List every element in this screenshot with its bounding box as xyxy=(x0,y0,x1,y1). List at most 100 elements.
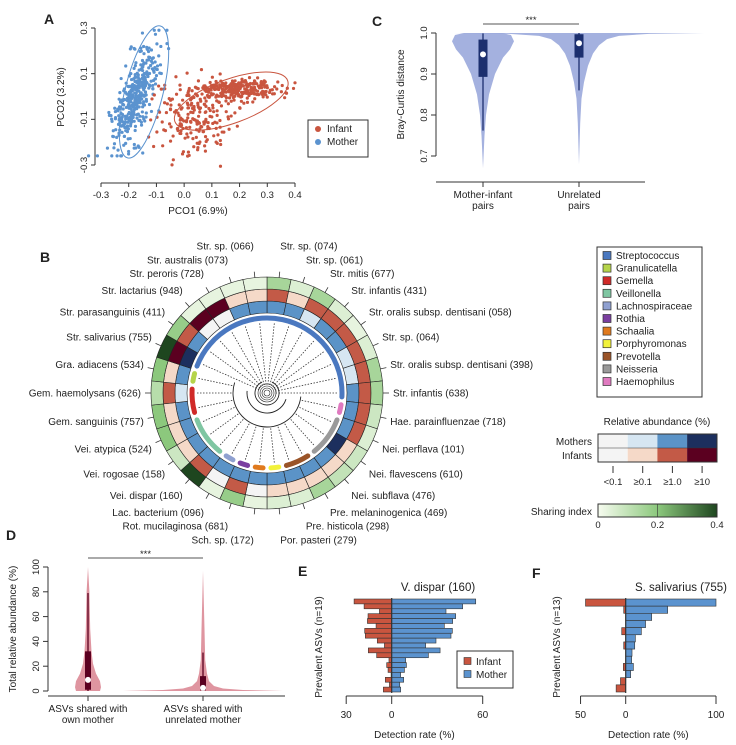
ring-cell-infant xyxy=(245,288,268,304)
point-mother xyxy=(129,45,133,49)
bar-mother xyxy=(625,613,653,621)
point-infant xyxy=(186,106,191,110)
point-mother xyxy=(110,154,114,158)
dendrogram-branch xyxy=(198,399,234,408)
point-mother xyxy=(149,79,153,83)
asv-label: Sch. sp. (172) xyxy=(192,536,254,547)
point-infant xyxy=(168,139,173,143)
point-infant xyxy=(190,101,194,105)
point-mother xyxy=(126,152,131,156)
significance-stars: *** xyxy=(140,549,151,560)
point-infant xyxy=(210,115,214,119)
asv-label: Str. sp. (074) xyxy=(280,241,337,252)
point-infant xyxy=(203,149,208,153)
y-tick-label: 1.0 xyxy=(419,26,430,39)
bar-mother xyxy=(391,603,463,610)
point-mother xyxy=(126,84,130,88)
bar-infant xyxy=(365,632,392,639)
point-mother xyxy=(158,71,162,75)
abundance-swatch xyxy=(627,434,658,448)
y-tick-label: 0.8 xyxy=(419,108,430,121)
point-infant xyxy=(150,97,154,101)
x-tick-label: 50 xyxy=(575,710,587,721)
legend-swatch-granulicatella xyxy=(602,263,612,273)
genus-legend-label: Gemella xyxy=(616,276,654,287)
point-mother xyxy=(122,103,126,107)
abundance-bin-label: ≥1.0 xyxy=(663,477,681,488)
bar-mother xyxy=(391,642,426,649)
label-tick xyxy=(147,416,154,419)
point-infant xyxy=(259,79,263,84)
label-tick xyxy=(380,367,387,370)
genus-legend-label: Schaalia xyxy=(616,327,655,338)
point-infant xyxy=(229,114,233,118)
point-infant xyxy=(185,132,189,136)
point-infant xyxy=(204,99,208,103)
label-tick xyxy=(155,439,162,443)
point-infant xyxy=(246,82,250,86)
point-mother xyxy=(115,154,119,158)
point-infant xyxy=(205,138,209,142)
bar-mother xyxy=(391,677,404,683)
bar-mother xyxy=(625,663,634,671)
point-infant xyxy=(196,79,201,83)
label-tick xyxy=(380,416,387,419)
point-infant xyxy=(264,93,268,97)
point-infant xyxy=(203,96,207,100)
point-mother xyxy=(113,109,118,114)
legend-label: Mother xyxy=(476,670,508,681)
point-mother xyxy=(153,82,158,86)
bar-infant xyxy=(386,662,393,668)
point-mother xyxy=(125,96,130,100)
point-mother xyxy=(129,94,133,98)
point-infant xyxy=(157,110,162,114)
point-mother xyxy=(148,55,152,60)
point-mother xyxy=(112,142,117,146)
point-infant xyxy=(264,89,268,94)
point-infant xyxy=(199,68,204,72)
point-mother xyxy=(142,61,146,65)
legend-swatch-streptococcus xyxy=(602,251,612,260)
point-infant xyxy=(171,134,175,138)
point-mother xyxy=(125,116,129,120)
point-infant xyxy=(291,86,296,91)
point-infant xyxy=(233,79,237,83)
y-tick-label: -0.3 xyxy=(79,157,90,173)
point-infant xyxy=(215,141,219,146)
point-mother xyxy=(113,106,117,110)
point-infant xyxy=(243,79,247,83)
ring-cell-infant xyxy=(358,381,372,405)
point-infant xyxy=(229,93,233,97)
point-mother xyxy=(136,99,140,103)
dendrogram-branch xyxy=(210,351,262,390)
point-infant xyxy=(201,130,205,134)
violin-box xyxy=(478,39,488,77)
point-mother xyxy=(109,113,113,118)
point-mother xyxy=(133,128,137,133)
bar-mother xyxy=(391,613,457,619)
point-mother xyxy=(147,83,152,87)
point-mother xyxy=(149,109,154,114)
bar-mother xyxy=(625,655,632,664)
point-infant xyxy=(199,124,203,129)
point-mother xyxy=(119,154,124,158)
asv-label: Str. mitis (677) xyxy=(330,269,394,280)
ring-cell-infant xyxy=(245,482,268,498)
dendrogram-branch xyxy=(270,426,275,463)
point-infant xyxy=(212,134,216,138)
bar-infant xyxy=(383,686,393,693)
point-mother xyxy=(136,95,140,99)
significance-stars: *** xyxy=(525,15,536,26)
point-mother xyxy=(127,110,131,115)
point-mother xyxy=(141,115,145,119)
label-tick xyxy=(228,503,232,510)
label-tick xyxy=(372,439,379,443)
bar-mother xyxy=(391,628,453,634)
point-mother xyxy=(141,151,145,155)
category-label: unrelated mother xyxy=(165,715,241,726)
point-infant xyxy=(192,104,196,109)
label-tick xyxy=(302,276,306,283)
point-mother xyxy=(124,64,128,68)
bar-mother xyxy=(391,686,401,693)
y-tick-label: 80 xyxy=(31,587,42,598)
